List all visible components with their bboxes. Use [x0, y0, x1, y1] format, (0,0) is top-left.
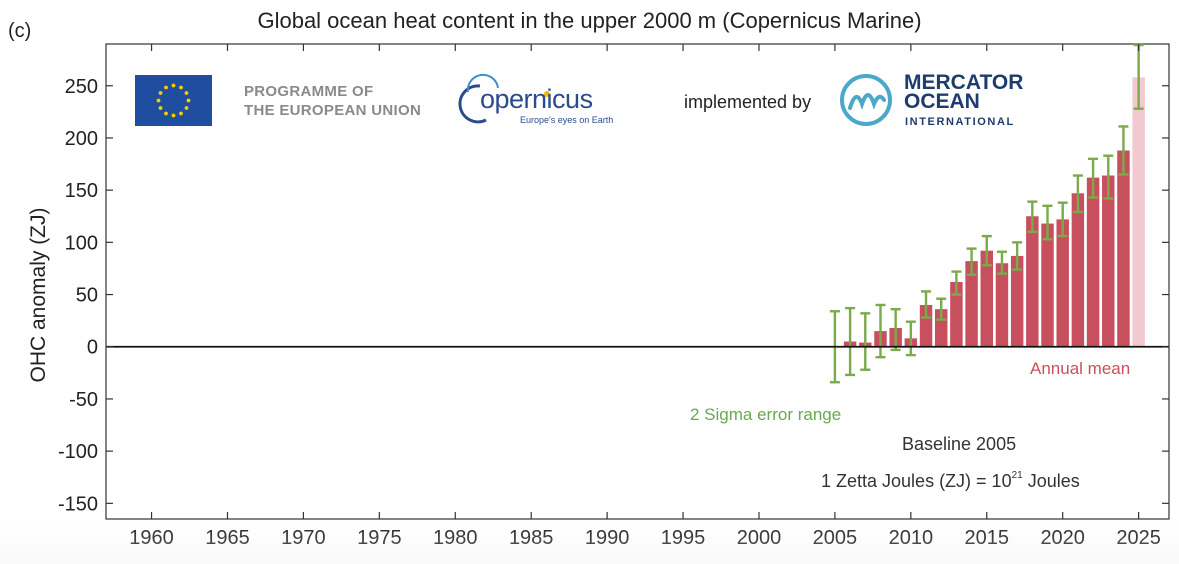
eu-star — [164, 111, 168, 116]
panel-label: (c) — [8, 20, 32, 42]
eu-line-2: THE EUROPEAN UNION — [244, 102, 422, 119]
bar-2022 — [1086, 177, 1100, 347]
y-tick-label: 200 — [65, 128, 98, 150]
x-tick-label: 2010 — [889, 527, 934, 549]
y-ticks-group: -150 -100 -50 0 50 100 150 200 250 — [58, 76, 1169, 515]
error-bars-group — [829, 43, 1144, 384]
eu-star — [186, 98, 191, 103]
copernicus-logo-mark — [458, 73, 550, 124]
y-tick-label: -50 — [69, 389, 98, 411]
annual-mean-label: Annual mean — [1030, 359, 1131, 378]
x-tick-label: 2000 — [737, 527, 782, 549]
y-tick-label: 250 — [65, 76, 98, 98]
x-ticks-group: 1960 1965 1970 1975 1980 1985 1990 1995 2000 2005… — [129, 44, 1161, 549]
error-bar-2019 — [1042, 204, 1053, 241]
x-tick-label: 2015 — [965, 527, 1010, 549]
y-tick-label: 50 — [76, 285, 98, 307]
bar-2024 — [1117, 150, 1130, 347]
x-tick-label: 2005 — [813, 527, 858, 549]
bars-group — [828, 77, 1145, 348]
error-bar-2015 — [981, 234, 992, 267]
bar-2017 — [1010, 255, 1024, 347]
bar-2011 — [919, 304, 933, 347]
zj-suffix: Joules — [1022, 471, 1080, 491]
error-bar-2021 — [1072, 174, 1083, 214]
error-bar-2008 — [875, 303, 886, 359]
error-bar-2016 — [996, 250, 1007, 275]
error-bar-2011 — [921, 290, 932, 319]
x-tick-label: 1985 — [509, 527, 554, 549]
eu-star — [179, 85, 183, 90]
y-tick-label: 150 — [65, 180, 98, 202]
eu-star — [171, 113, 176, 118]
error-bar-2017 — [1012, 241, 1023, 271]
bar-2013 — [950, 282, 963, 347]
y-tick-label: -100 — [58, 441, 98, 463]
mercator-line-1: MERCATOR — [904, 71, 1024, 94]
bar-2023 — [1102, 175, 1115, 347]
y-tick-label: 0 — [87, 337, 98, 359]
copernicus-name: opernicus — [480, 84, 593, 114]
error-bar-2022 — [1088, 157, 1099, 199]
zetta-joules-note: 1 Zetta Joules (ZJ) = 1021 Joules — [821, 470, 1080, 492]
error-bar-2009 — [890, 307, 901, 352]
eu-star — [184, 91, 189, 95]
sigma-error-label: 2 Sigma error range — [690, 405, 842, 424]
bar-2020 — [1056, 219, 1069, 347]
x-tick-label: 1980 — [433, 527, 478, 549]
error-bar-2006 — [845, 306, 856, 377]
eu-programme-text: PROGRAMME OF THE EUROPEAN UNION — [244, 82, 421, 120]
error-bar-2013 — [951, 270, 962, 296]
x-tick-label: 1970 — [281, 527, 326, 549]
bar-2015 — [980, 250, 993, 347]
error-bar-2024 — [1118, 125, 1129, 176]
x-tick-label: 1995 — [661, 527, 706, 549]
bar-2016 — [995, 263, 1009, 347]
zj-prefix: 1 Zetta Joules (ZJ) = 10 — [821, 471, 1012, 491]
mercator-line-2: OCEAN — [904, 90, 980, 113]
eu-star — [179, 111, 183, 116]
bar-2018 — [1026, 216, 1039, 347]
mercator-logo-mark — [840, 74, 892, 126]
eu-star — [158, 91, 163, 95]
x-tick-label: 2020 — [1040, 527, 1085, 549]
implemented-by-text: implemented by — [684, 92, 812, 112]
eu-line-1: PROGRAMME OF — [244, 83, 374, 100]
error-bar-2007 — [860, 312, 871, 371]
plot-frame — [105, 43, 1170, 520]
error-bar-2010 — [905, 320, 916, 357]
copernicus-tagline: Europe's eyes on Earth — [520, 115, 614, 125]
x-tick-label: 1990 — [585, 527, 630, 549]
bar-2025 — [1132, 77, 1145, 347]
eu-star — [158, 106, 163, 110]
error-bar-2014 — [966, 247, 977, 276]
x-tick-label: 1960 — [129, 527, 174, 549]
eu-star — [156, 98, 161, 103]
error-bar-2023 — [1103, 154, 1114, 200]
zj-exponent: 21 — [1011, 470, 1023, 481]
y-tick-label: 100 — [65, 232, 98, 254]
eu-flag-logo — [135, 75, 212, 126]
error-bar-2020 — [1057, 201, 1068, 238]
x-tick-label: 1965 — [205, 527, 250, 549]
error-bar-2012 — [936, 297, 947, 321]
bar-2014 — [965, 261, 978, 347]
x-tick-label: 1975 — [357, 527, 402, 549]
mercator-line-3: INTERNATIONAL — [905, 116, 1015, 128]
chart-title: Global ocean heat content in the upper 2… — [257, 8, 922, 33]
error-bar-2018 — [1027, 200, 1038, 234]
x-tick-label: 2025 — [1116, 527, 1161, 549]
eu-star — [184, 106, 189, 110]
eu-star — [164, 85, 168, 90]
y-tick-label: -150 — [58, 493, 98, 515]
bar-2021 — [1071, 193, 1085, 347]
baseline-note: Baseline 2005 — [902, 434, 1017, 454]
bar-2019 — [1041, 223, 1054, 347]
eu-star — [171, 83, 176, 88]
